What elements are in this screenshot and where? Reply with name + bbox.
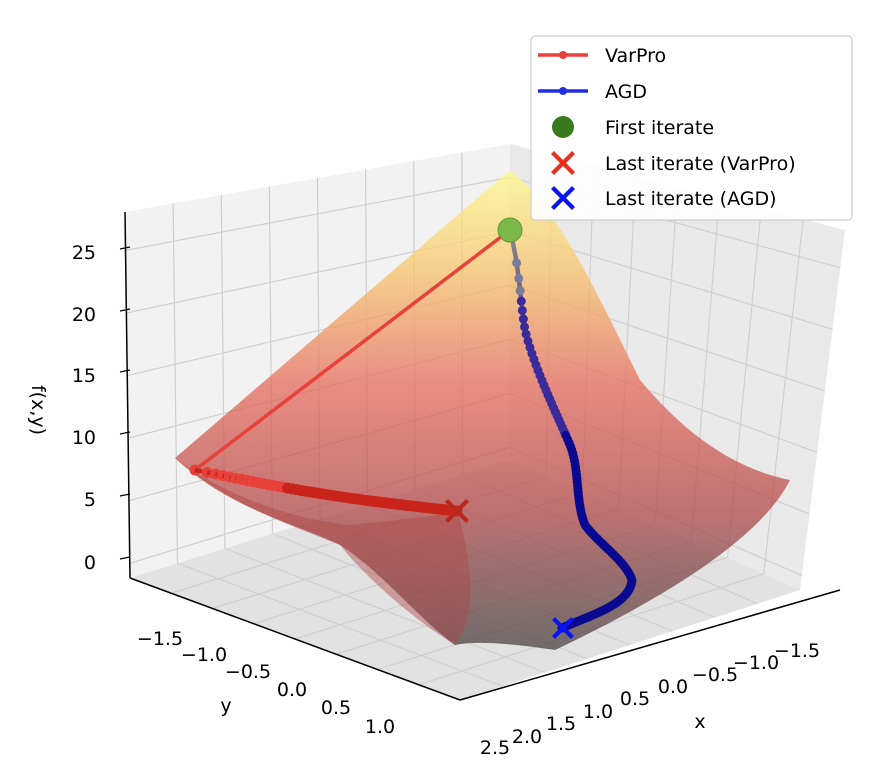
agd-path xyxy=(505,225,637,633)
z-axis-line xyxy=(124,211,131,579)
x-gridline xyxy=(763,219,804,574)
x-tick-label: −1.5 xyxy=(774,640,820,662)
last-iterate-varpro-marker xyxy=(445,499,469,523)
agd-point xyxy=(512,258,522,268)
agd-point xyxy=(520,322,530,332)
legend: VarPro AGD First iterate Last iterate (V… xyxy=(530,35,853,221)
y-ticks: −1.5−1.0−0.5 0.0 0.5 1.0 xyxy=(137,628,395,738)
x-tick-label: 1.5 xyxy=(546,713,576,735)
z-tick-mark xyxy=(119,369,131,373)
agd-point xyxy=(515,286,525,296)
x-axis-label: x xyxy=(694,711,705,733)
y-tick-label: −1.0 xyxy=(181,644,227,666)
agd-point xyxy=(514,273,524,283)
z-tick-mark xyxy=(119,308,131,312)
legend-entry-varpro: VarPro xyxy=(538,45,666,67)
x-tick-label: 2.5 xyxy=(480,737,510,759)
z-tick-label: 10 xyxy=(72,427,96,449)
y-tick-label: 0.0 xyxy=(277,679,307,701)
legend-entry-agd: AGD xyxy=(538,81,647,103)
y-axis-line xyxy=(129,577,461,701)
surface-front-fold xyxy=(175,458,471,645)
varpro-path xyxy=(189,228,512,517)
surface xyxy=(175,170,790,650)
z-tick-mark xyxy=(119,431,131,435)
z-tick-mark xyxy=(119,493,131,497)
legend-entry-first-iterate: First iterate xyxy=(552,116,714,139)
x-tick-label: 0.0 xyxy=(658,676,688,698)
floor-gridline xyxy=(224,547,546,674)
agd-point xyxy=(518,314,528,324)
z-tick-label: 15 xyxy=(72,365,96,387)
legend-label-first-iterate: First iterate xyxy=(605,117,714,139)
floor-gridline xyxy=(177,562,503,687)
z-tick-label: 0 xyxy=(84,552,96,574)
z-tick-mark xyxy=(119,246,131,250)
z-tick-label: 25 xyxy=(72,242,96,264)
y-tick-label: −0.5 xyxy=(225,661,271,683)
x-tick-label: 2.0 xyxy=(512,726,542,748)
z-tick-label: 20 xyxy=(72,304,96,326)
agd-point xyxy=(517,305,527,315)
legend-label-varpro: VarPro xyxy=(605,45,666,67)
x-tick-label: 0.5 xyxy=(620,688,650,710)
legend-label-agd: AGD xyxy=(605,81,647,103)
z-tick-label: 5 xyxy=(84,489,96,511)
legend-entry-last-varpro: Last iterate (VarPro) xyxy=(551,151,796,175)
legend-box xyxy=(530,35,853,221)
legend-entry-last-agd: Last iterate (AGD) xyxy=(551,186,777,210)
x-axis-line xyxy=(459,589,841,701)
varpro-first-step xyxy=(193,228,512,472)
agd-point xyxy=(516,296,526,306)
x-tick-label: 1.0 xyxy=(583,701,613,723)
last-iterate-agd-marker xyxy=(552,617,574,639)
z-tick-mark xyxy=(119,556,131,560)
x-ticks: 2.5 2.01.5 1.0 0.5 0.0−0.5−1.0−1.5 xyxy=(480,640,820,759)
agd-point xyxy=(521,329,531,339)
legend-label-last-agd: Last iterate (AGD) xyxy=(605,188,777,210)
y-gridline xyxy=(172,203,179,564)
y-tick-label: −1.5 xyxy=(137,628,183,650)
y-tick-label: 0.5 xyxy=(321,697,351,719)
z-ticks: 25 20 15 10 5 0 xyxy=(72,242,131,574)
y-axis-label: y xyxy=(220,695,231,717)
x-tick-label: −1.0 xyxy=(733,652,779,674)
first-iterate-marker xyxy=(497,217,523,243)
z-axis-label: f(x,y) xyxy=(27,385,49,435)
legend-label-last-varpro: Last iterate (VarPro) xyxy=(605,153,796,175)
x-tick-label: −0.5 xyxy=(692,664,738,686)
y-tick-label: 1.0 xyxy=(365,716,395,738)
